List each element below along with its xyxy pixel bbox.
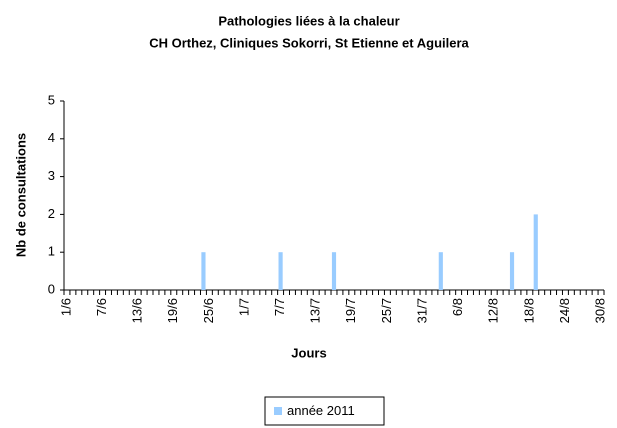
x-tick-label: 12/8 [486, 298, 501, 323]
bar [331, 252, 337, 290]
x-tick-label: 18/8 [521, 298, 536, 323]
chart-subtitle: CH Orthez, Cliniques Sokorri, St Etienne… [149, 35, 469, 50]
bar [509, 252, 515, 290]
x-tick-label: 19/7 [343, 298, 358, 323]
x-tick-label: 1/6 [58, 298, 73, 316]
y-tick-label: 5 [48, 92, 55, 107]
y-tick-label: 2 [48, 206, 55, 221]
x-tick-label: 30/8 [592, 298, 607, 323]
x-tick-label: 31/7 [414, 298, 429, 323]
x-tick-label: 1/7 [236, 298, 251, 316]
x-tick-label: 13/6 [130, 298, 145, 323]
bar [278, 252, 283, 290]
y-axis-label: Nb de consultations [13, 133, 28, 257]
x-tick-label: 7/7 [272, 298, 287, 316]
legend-label: année 2011 [287, 403, 355, 418]
y-tick-label: 3 [48, 168, 55, 183]
bar [533, 214, 538, 290]
y-tick-label: 4 [48, 130, 55, 145]
x-tick-label: 25/7 [379, 298, 394, 323]
x-tick-label: 6/8 [450, 298, 465, 316]
bar [201, 252, 206, 290]
y-tick-label: 1 [48, 244, 55, 259]
y-tick-label: 0 [48, 281, 55, 296]
x-tick-label: 24/8 [557, 298, 572, 323]
x-tick-label: 19/6 [165, 298, 180, 323]
chart-title: Pathologies liées à la chaleur [218, 13, 399, 28]
x-tick-label: 7/6 [94, 298, 109, 316]
legend-swatch [274, 407, 282, 415]
x-tick-label: 13/7 [308, 298, 323, 323]
x-tick-label: 25/6 [201, 298, 216, 323]
bar [438, 252, 443, 290]
x-axis-label: Jours [291, 345, 326, 360]
legend-box [264, 396, 385, 426]
